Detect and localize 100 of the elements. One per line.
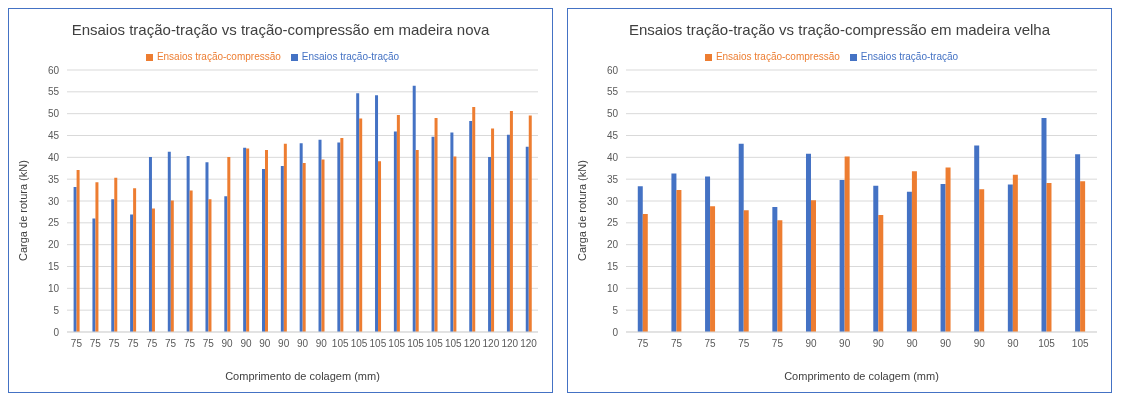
- x-tick-label: 90: [240, 338, 252, 350]
- x-tick-label: 90: [259, 338, 271, 350]
- x-tick-label: 75: [202, 338, 215, 350]
- bar: [283, 143, 287, 332]
- bar: [676, 190, 682, 332]
- bar: [205, 162, 209, 332]
- x-tick-label: 105: [1038, 338, 1056, 350]
- y-tick-label: 25: [606, 217, 619, 229]
- y-tick-label: 55: [606, 86, 619, 98]
- x-tick-label: 90: [1007, 338, 1019, 350]
- y-tick-label: 50: [47, 108, 60, 120]
- x-tick-label: 120: [482, 338, 500, 350]
- x-tick-label: 75: [89, 338, 102, 350]
- bar: [743, 210, 749, 332]
- x-tick-label: 105: [407, 338, 425, 350]
- legend-label: Ensaios tração-tração: [860, 51, 959, 62]
- bar: [321, 159, 325, 332]
- bar: [525, 146, 529, 332]
- x-tick-label: 75: [165, 338, 177, 350]
- bar: [114, 177, 118, 332]
- y-tick-label: 20: [606, 239, 619, 251]
- legend-label: Ensaios tração-compressão: [156, 51, 281, 62]
- bar: [509, 111, 513, 332]
- bar: [945, 167, 951, 332]
- bar: [1041, 118, 1047, 332]
- bar: [76, 170, 80, 332]
- bar: [506, 134, 510, 332]
- bar: [302, 163, 306, 332]
- x-tick-label: 90: [296, 338, 309, 350]
- bar: [710, 206, 716, 332]
- bar: [412, 85, 416, 332]
- bar: [974, 145, 980, 332]
- y-axis-title: Carga de rotura (kN): [16, 160, 29, 261]
- bar: [393, 131, 397, 332]
- y-tick-label: 20: [47, 239, 60, 251]
- bar: [337, 142, 341, 332]
- bar: [359, 118, 363, 332]
- bar: [208, 199, 212, 332]
- bar: [170, 200, 174, 332]
- y-tick-label: 10: [606, 282, 619, 294]
- bar: [189, 190, 193, 332]
- bar: [299, 143, 303, 332]
- bar: [1075, 154, 1081, 332]
- bar: [472, 107, 476, 332]
- bar: [261, 169, 265, 332]
- chart-title: Ensaios tração-tração vs tração-compressão em madeira nova: [70, 20, 491, 40]
- bar: [738, 143, 744, 332]
- bar: [491, 128, 495, 332]
- x-tick-label: 105: [444, 338, 462, 350]
- x-tick-label: 105: [426, 338, 444, 350]
- bar: [450, 132, 454, 332]
- y-axis-title: Carga de rotura (kN): [575, 160, 588, 261]
- x-tick-label: 90: [940, 338, 952, 350]
- bar: [434, 118, 438, 332]
- y-tick-label: 35: [606, 173, 619, 185]
- y-tick-label: 10: [47, 282, 60, 294]
- y-tick-label: 25: [47, 217, 60, 229]
- bar: [805, 153, 811, 332]
- bar: [911, 171, 917, 332]
- legend-label: Ensaios tração-tração: [301, 51, 400, 62]
- bar: [92, 218, 96, 332]
- bar: [378, 161, 382, 332]
- bar: [167, 151, 171, 332]
- bar: [431, 136, 435, 332]
- bar: [224, 196, 228, 332]
- bar: [340, 138, 344, 332]
- bar: [469, 121, 473, 332]
- x-tick-label: 120: [520, 338, 538, 350]
- bar: [453, 156, 457, 332]
- bar: [844, 156, 850, 332]
- bar: [227, 156, 231, 332]
- y-tick-label: 30: [47, 195, 60, 207]
- legend-label: Ensaios tração-compressão: [715, 51, 840, 62]
- bar: [1007, 184, 1013, 332]
- x-axis-title: Comprimento de colagem (mm): [225, 370, 380, 382]
- bar: [318, 139, 322, 332]
- bar: [979, 189, 985, 332]
- y-tick-label: 15: [47, 261, 60, 273]
- bar: [1080, 181, 1086, 332]
- bar: [151, 208, 155, 332]
- x-tick-label: 90: [805, 338, 818, 350]
- bar: [133, 188, 137, 332]
- bar: [130, 214, 134, 332]
- x-tick-label: 75: [670, 338, 683, 350]
- bar: [1012, 174, 1018, 332]
- y-tick-label: 50: [606, 108, 619, 120]
- x-tick-label: 120: [501, 338, 519, 350]
- bar: [186, 156, 190, 332]
- x-tick-label: 90: [906, 338, 918, 350]
- bar: [264, 149, 268, 332]
- bar: [878, 214, 884, 332]
- y-tick-label: 5: [612, 304, 619, 316]
- bar: [705, 176, 711, 332]
- bar: [396, 114, 400, 332]
- x-tick-label: 105: [331, 338, 349, 350]
- bar: [415, 149, 419, 332]
- bar: [637, 186, 643, 332]
- bar: [488, 156, 492, 332]
- x-tick-label: 105: [388, 338, 406, 350]
- bar: [528, 115, 532, 332]
